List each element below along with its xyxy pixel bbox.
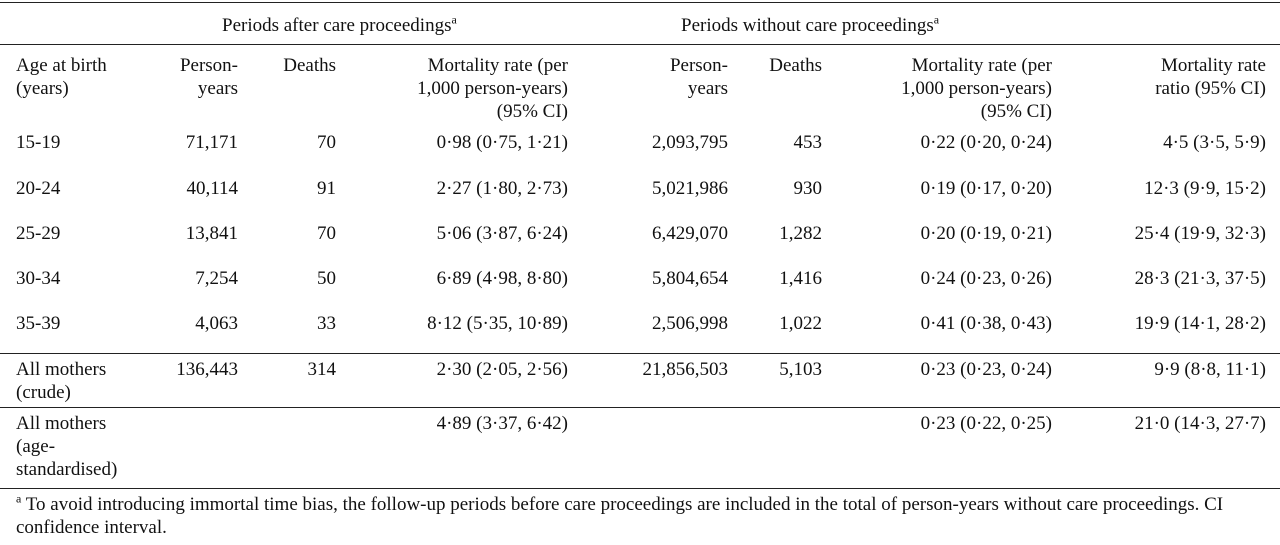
cell-deaths-2: 1,022 xyxy=(779,313,822,334)
cell-age: 25-29 xyxy=(16,223,61,244)
cell-rate: 6·89 (4·98, 8·80) xyxy=(436,268,568,289)
cell-person-years-2: 5,804,654 xyxy=(652,268,728,289)
header-rate-ratio: Mortality rate ratio (95% CI) xyxy=(1155,55,1266,99)
cell-person-years: 13,841 xyxy=(185,223,238,244)
cell-person-years: 136,443 xyxy=(176,359,238,380)
cell-rate: 0·98 (0·75, 1·21) xyxy=(436,132,568,153)
header-rule xyxy=(0,44,1280,45)
cell-person-years-2: 5,021,986 xyxy=(652,178,728,199)
table-row-crude: All mothers (crude) 136,443 314 2·30 (2·… xyxy=(0,358,1280,404)
cell-deaths-2: 930 xyxy=(793,178,823,199)
header-mortality-rate: Mortality rate (per 1,000 person-years) … xyxy=(417,55,568,122)
header-person-years: Person- years xyxy=(179,55,238,99)
header-deaths-2: Deaths xyxy=(769,55,822,76)
cell-rate-2: 0·24 (0·23, 0·26) xyxy=(920,268,1052,289)
cell-deaths-2: 1,416 xyxy=(779,268,822,289)
cell-rate: 4·89 (3·37, 6·42) xyxy=(436,413,568,434)
cell-rate-2: 0·41 (0·38, 0·43) xyxy=(920,313,1052,334)
cell-ratio: 21·0 (14·3, 27·7) xyxy=(1134,413,1266,434)
cell-person-years: 4,063 xyxy=(195,313,238,334)
cell-deaths: 91 xyxy=(317,178,336,199)
cell-age: 35-39 xyxy=(16,313,61,334)
cell-age: All mothers (crude) xyxy=(16,359,107,403)
cell-ratio: 12·3 (9·9, 15·2) xyxy=(1144,178,1266,199)
cell-age: 20-24 xyxy=(16,178,61,199)
bottom-rule xyxy=(0,488,1280,489)
table-row-standardised: All mothers (age- standardised) 4·89 (3·… xyxy=(0,412,1280,482)
crude-rule xyxy=(0,353,1280,354)
cell-deaths: 33 xyxy=(317,313,336,334)
standardised-rule xyxy=(0,407,1280,408)
table-row: 20-24 40,114 91 2·27 (1·80, 2·73) 5,021,… xyxy=(0,177,1280,202)
group-header-after: Periods after care proceedingsa xyxy=(222,14,457,37)
header-mortality-rate-2: Mortality rate (per 1,000 person-years) … xyxy=(901,55,1052,122)
cell-person-years-2: 6,429,070 xyxy=(652,223,728,244)
footnote-text: To avoid introducing immortal time bias,… xyxy=(16,494,1224,538)
cell-deaths-2: 1,282 xyxy=(779,223,822,244)
cell-ratio: 4·5 (3·5, 5·9) xyxy=(1163,132,1266,153)
footnote-marker: a xyxy=(933,12,940,27)
group-without-label: Periods without care proceedings xyxy=(681,15,934,36)
cell-ratio: 28·3 (21·3, 37·5) xyxy=(1134,268,1266,289)
cell-rate: 2·30 (2·05, 2·56) xyxy=(436,359,568,380)
table-row: 25-29 13,841 70 5·06 (3·87, 6·24) 6,429,… xyxy=(0,222,1280,247)
cell-person-years-2: 2,093,795 xyxy=(652,132,728,153)
header-person-years-2: Person- years xyxy=(669,55,728,99)
header-age: Age at birth (years) xyxy=(16,55,107,99)
footnote-marker: a xyxy=(16,491,22,506)
top-rule xyxy=(0,2,1280,3)
footnote: a To avoid introducing immortal time bia… xyxy=(16,493,1266,539)
cell-deaths: 70 xyxy=(317,223,336,244)
cell-rate: 5·06 (3·87, 6·24) xyxy=(436,223,568,244)
cell-rate: 2·27 (1·80, 2·73) xyxy=(436,178,568,199)
cell-person-years-2: 21,856,503 xyxy=(642,359,729,380)
footnote-marker: a xyxy=(451,12,457,27)
cell-deaths-2: 5,103 xyxy=(779,359,822,380)
cell-ratio: 25·4 (19·9, 32·3) xyxy=(1134,223,1266,244)
cell-rate-2: 0·23 (0·22, 0·25) xyxy=(920,413,1052,434)
cell-age: All mothers (age- standardised) xyxy=(16,413,118,480)
group-after-label: Periods after care proceedings xyxy=(222,15,452,36)
cell-person-years: 71,171 xyxy=(185,132,238,153)
cell-rate-2: 0·22 (0·20, 0·24) xyxy=(920,132,1052,153)
table-row: 35-39 4,063 33 8·12 (5·35, 10·89) 2,506,… xyxy=(0,312,1280,337)
cell-age: 30-34 xyxy=(16,268,61,289)
cell-deaths: 70 xyxy=(317,132,336,153)
group-header-without: Periods without care proceedingsa xyxy=(681,14,939,37)
cell-deaths: 314 xyxy=(307,359,337,380)
cell-ratio: 19·9 (14·1, 28·2) xyxy=(1134,313,1266,334)
cell-ratio: 9·9 (8·8, 11·1) xyxy=(1154,359,1266,380)
cell-age: 15-19 xyxy=(16,132,61,153)
cell-person-years-2: 2,506,998 xyxy=(652,313,728,334)
cell-rate-2: 0·23 (0·23, 0·24) xyxy=(920,359,1052,380)
header-deaths: Deaths xyxy=(283,55,336,76)
cell-deaths-2: 453 xyxy=(793,132,823,153)
cell-rate: 8·12 (5·35, 10·89) xyxy=(427,313,568,334)
table-row: 15-19 71,171 70 0·98 (0·75, 1·21) 2,093,… xyxy=(0,131,1280,156)
table-row: 30-34 7,254 50 6·89 (4·98, 8·80) 5,804,6… xyxy=(0,267,1280,292)
cell-deaths: 50 xyxy=(317,268,336,289)
cell-rate-2: 0·20 (0·19, 0·21) xyxy=(920,223,1052,244)
cell-person-years: 40,114 xyxy=(186,178,238,199)
cell-rate-2: 0·19 (0·17, 0·20) xyxy=(920,178,1052,199)
cell-person-years: 7,254 xyxy=(195,268,238,289)
